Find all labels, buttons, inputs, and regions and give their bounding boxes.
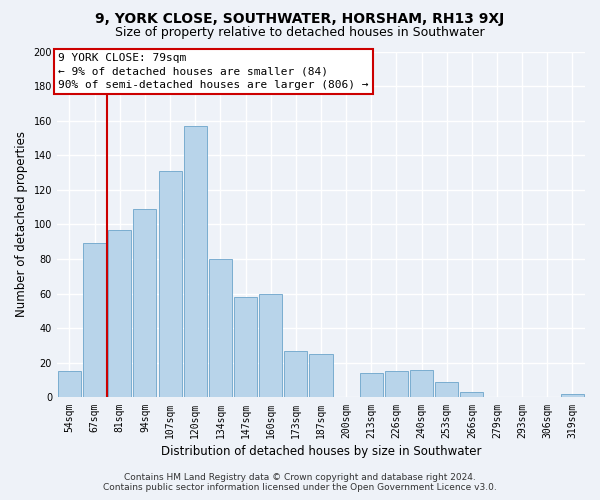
Text: 9, YORK CLOSE, SOUTHWATER, HORSHAM, RH13 9XJ: 9, YORK CLOSE, SOUTHWATER, HORSHAM, RH13… — [95, 12, 505, 26]
Bar — [83, 244, 106, 398]
Y-axis label: Number of detached properties: Number of detached properties — [15, 132, 28, 318]
Text: 9 YORK CLOSE: 79sqm
← 9% of detached houses are smaller (84)
90% of semi-detache: 9 YORK CLOSE: 79sqm ← 9% of detached hou… — [58, 53, 368, 90]
Text: Size of property relative to detached houses in Southwater: Size of property relative to detached ho… — [115, 26, 485, 39]
Bar — [58, 372, 81, 398]
Bar — [108, 230, 131, 398]
Text: Contains HM Land Registry data © Crown copyright and database right 2024.
Contai: Contains HM Land Registry data © Crown c… — [103, 473, 497, 492]
Bar — [184, 126, 207, 398]
Bar — [133, 209, 157, 398]
Bar — [359, 373, 383, 398]
X-axis label: Distribution of detached houses by size in Southwater: Distribution of detached houses by size … — [161, 444, 481, 458]
Bar — [410, 370, 433, 398]
Bar — [284, 350, 307, 398]
Bar — [158, 171, 182, 398]
Bar — [209, 259, 232, 398]
Bar — [310, 354, 332, 398]
Bar — [561, 394, 584, 398]
Bar — [234, 297, 257, 398]
Bar — [385, 372, 408, 398]
Bar — [259, 294, 282, 398]
Bar — [460, 392, 484, 398]
Bar — [435, 382, 458, 398]
